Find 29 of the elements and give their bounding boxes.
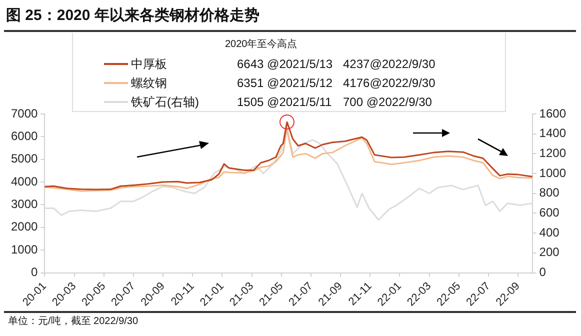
text: 6643 @2021/5/13 [237,57,334,71]
text: 1505 @2021/5/11 [237,95,333,109]
text: 6351 @2021/5/12 [237,76,334,90]
text: 4237@2022/9/30 [343,57,436,71]
text: 700 @2022/9/30 [343,95,432,109]
text: 4176@2022/9/30 [343,76,436,90]
chart-title: 图 25：2020 年以来各类钢材价格走势 [6,6,260,25]
legend-label: 螺纹钢 [131,74,168,92]
legend-label: 中厚板 [131,56,168,72]
y-tick-label: 7000 [10,106,38,120]
y2-tick-label: 800 [539,186,560,200]
y-tick-label: 4000 [10,174,38,188]
y2-tick-label: 1200 [539,146,566,160]
legend-label: 铁矿石(右轴) [131,94,200,110]
y2-tick-label: 400 [539,225,560,240]
y-tick-label: 3000 [10,197,38,212]
y-tick-label: 0 [31,265,38,280]
y2-tick-label: 600 [539,206,560,220]
y2-tick-label: 1400 [539,126,566,140]
y2-tick-label: 200 [539,245,560,260]
y2-tick-label: 1000 [539,166,566,180]
y-tick-label: 6000 [10,128,38,143]
text: 单位：元/吨，截至 2022/9/30 [8,314,138,328]
y-tick-label: 5000 [10,152,38,166]
y-tick-label: 1000 [10,242,38,256]
y-tick-label: 2000 [10,220,38,234]
text: 2020年至今高点 [225,38,298,51]
y2-tick-label: 0 [539,265,546,280]
y2-tick-label: 1600 [539,106,566,120]
